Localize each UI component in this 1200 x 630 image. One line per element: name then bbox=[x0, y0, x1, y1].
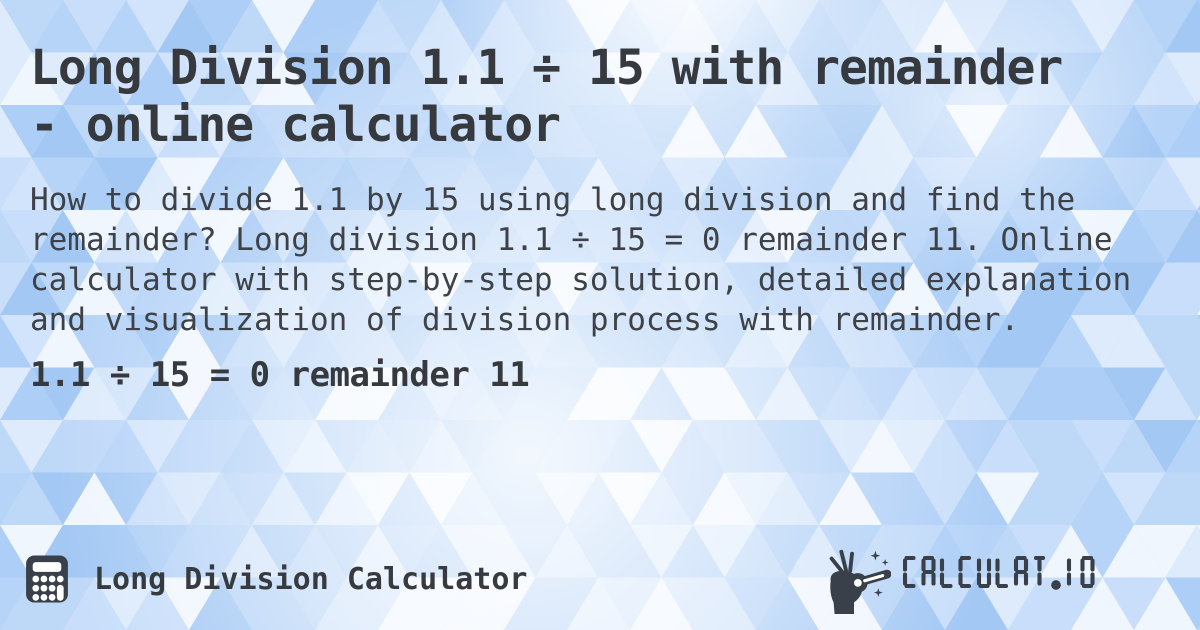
brand-logo-text bbox=[903, 556, 1176, 602]
result-line: 1.1 ÷ 15 = 0 remainder 11 bbox=[30, 355, 530, 395]
calculator-icon bbox=[24, 554, 70, 604]
footer-app-group: Long Division Calculator bbox=[24, 554, 527, 604]
magic-wand-hand-icon bbox=[817, 544, 891, 614]
page-title: Long Division 1.1 ÷ 15 with remainder - … bbox=[30, 40, 1063, 153]
app-name-label: Long Division Calculator bbox=[94, 561, 528, 597]
brand-logo bbox=[817, 544, 1176, 614]
description-text: How to divide 1.1 by 15 using long divis… bbox=[30, 182, 1132, 338]
footer-bar: Long Division Calculator bbox=[0, 542, 1200, 630]
